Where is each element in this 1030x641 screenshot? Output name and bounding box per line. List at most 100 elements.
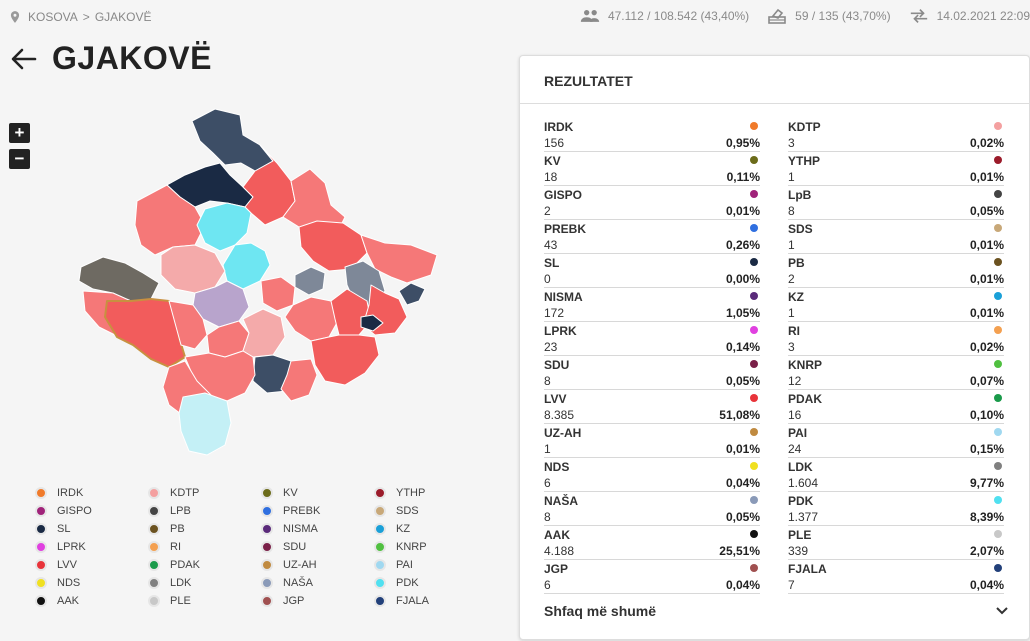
result-color-dot	[750, 156, 758, 164]
map-region-south-east[interactable]	[310, 334, 380, 386]
legend-label: KZ	[396, 523, 411, 535]
map-region-podujeva[interactable]	[298, 220, 368, 272]
breadcrumb-country[interactable]: KOSOVA	[28, 10, 78, 24]
legend-item: SDU	[261, 538, 374, 556]
result-party: LVV	[544, 392, 567, 406]
result-percentage: 0,02%	[969, 136, 1004, 150]
result-color-dot	[750, 530, 758, 538]
zoom-out-button[interactable]: −	[9, 149, 30, 169]
legend-item: GISPO	[35, 502, 148, 520]
result-percentage: 25,51%	[719, 544, 760, 558]
map-region-gjilan[interactable]	[360, 314, 384, 332]
zoom-in-button[interactable]: +	[9, 123, 30, 143]
legend-color-dot	[261, 595, 273, 607]
result-color-dot	[994, 360, 1002, 368]
map-region-lipjan[interactable]	[242, 308, 286, 358]
result-votes: 16	[788, 408, 802, 422]
legend-label: KV	[283, 487, 298, 499]
result-row: LDK 1.604 9,77%	[788, 458, 1004, 492]
legend-color-dot	[374, 523, 386, 535]
result-percentage: 0,05%	[969, 204, 1004, 218]
map-region-mitrovica[interactable]	[196, 202, 252, 252]
map-region-fushe[interactable]	[260, 276, 296, 312]
results-title: REZULTATET	[520, 56, 1029, 104]
legend-item: YTHP	[374, 484, 487, 502]
legend-label: PB	[170, 523, 185, 535]
result-row: JGP 6 0,04%	[544, 560, 760, 594]
result-row: NDS 6 0,04%	[544, 458, 760, 492]
voters-value: 47.112 / 108.542 (43,40%)	[607, 9, 750, 23]
map-region-dragash[interactable]	[178, 392, 232, 456]
legend-color-dot	[35, 487, 47, 499]
legend-color-dot	[261, 523, 273, 535]
legend-color-dot	[35, 595, 47, 607]
result-votes: 1	[544, 442, 551, 456]
legend-item: NAŠA	[261, 574, 374, 592]
back-button[interactable]	[10, 45, 38, 73]
map-region-kacanik[interactable]	[280, 358, 318, 402]
result-color-dot	[750, 394, 758, 402]
legend-color-dot	[148, 505, 160, 517]
election-map[interactable]	[55, 105, 455, 460]
result-row: NAŠA 8 0,05%	[544, 492, 760, 526]
result-color-dot	[994, 496, 1002, 504]
legend-color-dot	[35, 541, 47, 553]
legend-item: PB	[148, 520, 261, 538]
legend-item: NISMA	[261, 520, 374, 538]
result-votes: 172	[544, 306, 565, 320]
result-row: NISMA 172 1,05%	[544, 288, 760, 322]
legend-label: KDTP	[170, 487, 200, 499]
legend-item: KDTP	[148, 484, 261, 502]
legend-color-dot	[261, 577, 273, 589]
swap-arrows-icon	[910, 9, 927, 23]
results-panel: REZULTATET IRDK 156 0,95% KDTP 3 0,02% KV 18 0,1…	[519, 55, 1030, 640]
result-color-dot	[994, 530, 1002, 538]
result-color-dot	[994, 122, 1002, 130]
result-votes: 8	[544, 510, 551, 524]
map-region-far-east[interactable]	[360, 234, 438, 284]
legend-label: IRDK	[57, 487, 84, 499]
show-more-button[interactable]: Shfaq më shumë	[544, 598, 1009, 624]
result-row: KNRP 12 0,07%	[788, 356, 1004, 390]
result-row: PDAK 16 0,10%	[788, 390, 1004, 424]
legend-item: SL	[35, 520, 148, 538]
result-row: IRDK 156 0,95%	[544, 118, 760, 152]
map-region-north[interactable]	[191, 108, 274, 172]
result-party: NAŠA	[544, 494, 579, 508]
result-party: SL	[544, 256, 560, 270]
page-title: GJAKOVË	[52, 40, 212, 76]
result-percentage: 0,26%	[725, 238, 760, 252]
result-votes: 6	[544, 476, 551, 490]
legend-color-dot	[261, 541, 273, 553]
map-region-skenderaj[interactable]	[160, 244, 226, 294]
result-percentage: 0,05%	[725, 510, 760, 524]
result-votes: 4.188	[544, 544, 575, 558]
legend-label: PDAK	[170, 559, 200, 571]
legend-item: PDAK	[148, 556, 261, 574]
result-color-dot	[994, 462, 1002, 470]
result-votes: 156	[544, 136, 565, 150]
result-color-dot	[750, 564, 758, 572]
legend-label: SL	[57, 523, 71, 535]
result-percentage: 0,10%	[969, 408, 1004, 422]
map-region-east-edge[interactable]	[398, 282, 426, 306]
legend-item: AAK	[35, 592, 148, 610]
stations-stat: 59 / 135 (43,70%)	[767, 8, 891, 24]
result-votes: 18	[544, 170, 558, 184]
result-color-dot	[994, 292, 1002, 300]
result-party: NISMA	[544, 290, 583, 304]
result-row: RI 3 0,02%	[788, 322, 1004, 356]
stats-bar: 47.112 / 108.542 (43,40%) 59 / 135 (43,7…	[562, 8, 1030, 24]
result-party: PAI	[788, 426, 808, 440]
result-votes: 43	[544, 238, 558, 252]
legend-color-dot	[148, 577, 160, 589]
result-row: PLE 339 2,07%	[788, 526, 1004, 560]
result-percentage: 0,05%	[725, 374, 760, 388]
location-pin-icon	[10, 11, 20, 23]
legend-color-dot	[35, 559, 47, 571]
result-percentage: 0,01%	[969, 170, 1004, 184]
legend-label: KNRP	[396, 541, 427, 553]
map-region-center-gray[interactable]	[294, 266, 326, 296]
result-percentage: 0,01%	[725, 442, 760, 456]
map-region-klina[interactable]	[168, 300, 208, 350]
